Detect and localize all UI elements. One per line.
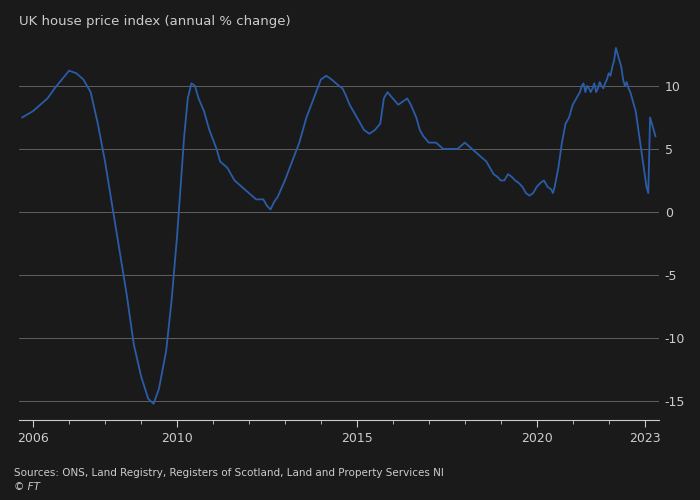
Text: UK house price index (annual % change): UK house price index (annual % change) [19,15,290,28]
Text: © FT: © FT [14,482,40,492]
Text: Sources: ONS, Land Registry, Registers of Scotland, Land and Property Services N: Sources: ONS, Land Registry, Registers o… [14,468,444,477]
